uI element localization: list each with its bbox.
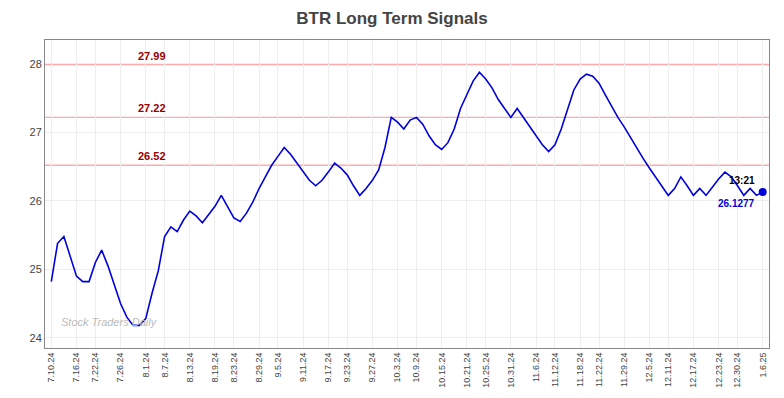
svg-text:27.99: 27.99 <box>138 50 166 62</box>
svg-text:9.5.24: 9.5.24 <box>273 353 283 378</box>
svg-text:24: 24 <box>30 332 42 344</box>
svg-text:8.7.24: 8.7.24 <box>160 353 170 378</box>
svg-text:7.10.24: 7.10.24 <box>46 353 56 383</box>
svg-text:8.29.24: 8.29.24 <box>254 353 264 383</box>
svg-text:11.18.24: 11.18.24 <box>575 353 585 387</box>
svg-text:10.31.24: 10.31.24 <box>506 353 516 388</box>
svg-text:27.22: 27.22 <box>138 102 166 114</box>
svg-text:28: 28 <box>30 58 42 70</box>
svg-text:26.1277: 26.1277 <box>718 198 755 209</box>
svg-text:Stock Traders Daily: Stock Traders Daily <box>61 316 158 328</box>
svg-text:26.52: 26.52 <box>138 150 166 162</box>
svg-text:12.30.24: 12.30.24 <box>732 353 742 388</box>
svg-text:10.9.24: 10.9.24 <box>411 353 421 383</box>
svg-text:8.1.24: 8.1.24 <box>141 353 151 378</box>
svg-text:BTR Long Term Signals: BTR Long Term Signals <box>296 9 487 28</box>
svg-text:9.27.24: 9.27.24 <box>367 353 377 383</box>
svg-text:10.15.24: 10.15.24 <box>437 353 447 388</box>
svg-text:27: 27 <box>30 126 42 138</box>
svg-text:12.17.24: 12.17.24 <box>688 353 698 388</box>
svg-text:9.23.24: 9.23.24 <box>342 353 352 383</box>
svg-text:8.23.24: 8.23.24 <box>229 353 239 383</box>
svg-text:1.6.25: 1.6.25 <box>758 353 768 378</box>
svg-text:9.11.24: 9.11.24 <box>298 353 308 382</box>
svg-text:26: 26 <box>30 195 42 207</box>
svg-text:11.29.24: 11.29.24 <box>619 353 629 387</box>
svg-text:7.16.24: 7.16.24 <box>71 353 81 383</box>
svg-text:10.21.24: 10.21.24 <box>462 353 472 388</box>
svg-text:10.3.24: 10.3.24 <box>392 353 402 383</box>
svg-text:10.25.24: 10.25.24 <box>481 353 491 388</box>
svg-text:13:21: 13:21 <box>729 175 755 186</box>
svg-text:12.11.24: 12.11.24 <box>663 353 673 387</box>
svg-text:7.26.24: 7.26.24 <box>115 353 125 383</box>
svg-text:8.19.24: 8.19.24 <box>210 353 220 383</box>
svg-text:7.22.24: 7.22.24 <box>90 353 100 383</box>
svg-text:11.22.24: 11.22.24 <box>594 353 604 387</box>
svg-text:9.17.24: 9.17.24 <box>323 353 333 383</box>
svg-text:12.23.24: 12.23.24 <box>714 353 724 388</box>
svg-text:25: 25 <box>30 263 42 275</box>
svg-text:12.5.24: 12.5.24 <box>644 353 654 383</box>
svg-text:8.13.24: 8.13.24 <box>185 353 195 383</box>
svg-text:11.12.24: 11.12.24 <box>550 353 560 387</box>
svg-text:11.6.24: 11.6.24 <box>531 353 541 382</box>
